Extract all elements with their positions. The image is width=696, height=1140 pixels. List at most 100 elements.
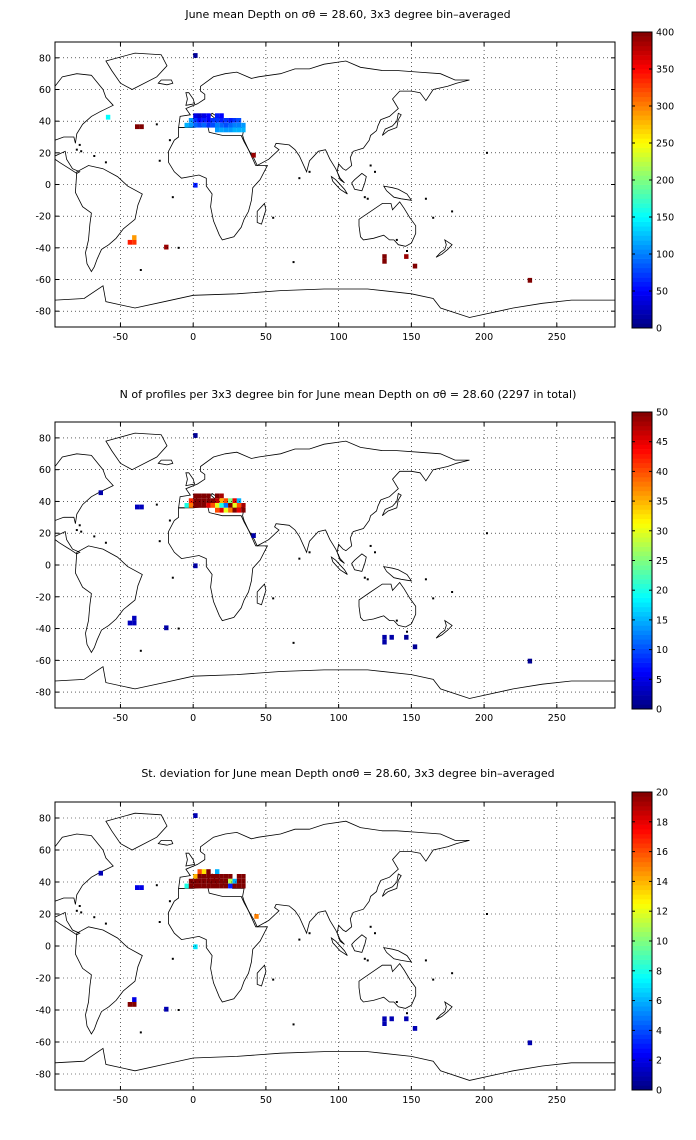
coastline: [55, 73, 114, 144]
map-panel-2: N of profiles per 3x3 degree bin for Jun…: [35, 388, 668, 724]
y-tick-label: -20: [35, 212, 51, 223]
coastline: [330, 556, 348, 575]
colorbar-segment: [632, 634, 652, 640]
colorbar-segment: [632, 92, 652, 98]
colorbar-tick-label: 300: [656, 102, 674, 113]
colorbar-segment: [632, 927, 652, 932]
y-tick-label: -20: [35, 974, 51, 985]
colorbar-tick-label: 15: [656, 615, 668, 626]
island: [292, 1023, 295, 1026]
colorbar-segment: [632, 221, 652, 227]
data-cell: [236, 507, 242, 513]
data-cell: [215, 122, 220, 128]
colorbar-segment: [632, 467, 652, 473]
island: [451, 210, 454, 213]
island: [272, 597, 275, 600]
data-cell: [382, 258, 387, 264]
data-cell: [236, 874, 242, 879]
colorbar-segment: [632, 453, 652, 459]
y-tick-label: -80: [35, 1070, 51, 1081]
colorbar-tick-label: 16: [656, 847, 668, 858]
island: [93, 535, 96, 538]
data-cell: [210, 118, 215, 123]
colorbar-tick-label: 200: [656, 176, 674, 187]
data-cell: [193, 883, 198, 889]
y-tick-label: 40: [39, 878, 51, 889]
data-cell: [193, 813, 198, 818]
data-cell: [193, 503, 198, 508]
x-tick-label: 150: [402, 713, 420, 724]
colorbar-segment: [632, 653, 652, 659]
x-tick-label: 150: [402, 332, 420, 343]
colorbar-segment: [632, 495, 652, 501]
colorbar-segment: [632, 1001, 652, 1007]
data-cell: [382, 254, 387, 259]
island: [406, 250, 408, 252]
colorbar-segment: [632, 996, 652, 1002]
data-cell: [215, 878, 220, 884]
data-cell: [219, 507, 224, 513]
colorbar-segment: [632, 648, 652, 654]
island: [363, 957, 366, 960]
colorbar-segment: [632, 64, 652, 70]
data-cell: [232, 883, 237, 889]
colorbar-segment: [632, 810, 652, 816]
coastline: [74, 926, 143, 1035]
coastline: [55, 531, 81, 555]
data-cell: [193, 53, 198, 58]
data-cell: [206, 122, 211, 128]
colorbar-segment: [632, 954, 652, 960]
x-tick-label: 50: [260, 332, 272, 343]
data-cell: [215, 874, 220, 879]
data-cell: [132, 1002, 137, 1007]
data-cell: [206, 503, 211, 508]
data-cell: [241, 878, 246, 884]
island: [366, 197, 369, 200]
coastline: [168, 886, 269, 1003]
colorbar-segment: [632, 254, 652, 259]
data-cell: [228, 883, 233, 889]
colorbar-segment: [632, 449, 652, 455]
colorbar-segment: [632, 277, 652, 283]
data-cell: [164, 1006, 169, 1012]
data-cell: [193, 433, 198, 438]
data-cell: [132, 620, 137, 626]
island: [298, 177, 301, 180]
data-cell: [210, 122, 215, 128]
data-cell: [201, 878, 207, 884]
colorbar-segment: [632, 602, 652, 608]
data-cell: [382, 634, 387, 640]
island: [308, 932, 311, 935]
colorbar-segment: [632, 45, 652, 51]
colorbar-segment: [632, 699, 652, 705]
island: [75, 529, 78, 532]
y-tick-label: -60: [35, 656, 51, 667]
data-cell: [193, 563, 198, 569]
colorbar-segment: [632, 815, 652, 821]
x-tick-label: 200: [475, 1095, 493, 1106]
colorbar-tick-label: 25: [656, 556, 668, 567]
data-cell: [382, 1016, 387, 1022]
data-cell: [132, 235, 137, 240]
colorbar-segment: [632, 504, 652, 510]
data-cell: [215, 493, 220, 499]
colorbar-segment: [632, 801, 652, 807]
x-tick-label: -50: [113, 713, 129, 724]
colorbar-segment: [632, 704, 652, 710]
data-cell: [232, 498, 237, 504]
data-cell: [206, 113, 211, 119]
y-tick-label: 80: [39, 814, 51, 825]
colorbar-tick-label: 20: [656, 586, 668, 597]
colorbar-segment: [632, 304, 652, 310]
island: [171, 957, 174, 960]
colorbar-segment: [632, 514, 652, 520]
island: [369, 925, 372, 928]
colorbar-segment: [632, 973, 652, 979]
coastline: [351, 172, 367, 192]
data-cell: [197, 498, 202, 504]
data-cell: [193, 944, 198, 950]
colorbar-segment: [632, 50, 652, 56]
data-cell: [193, 182, 198, 188]
colorbar-segment: [632, 207, 652, 213]
data-cell: [135, 885, 140, 890]
